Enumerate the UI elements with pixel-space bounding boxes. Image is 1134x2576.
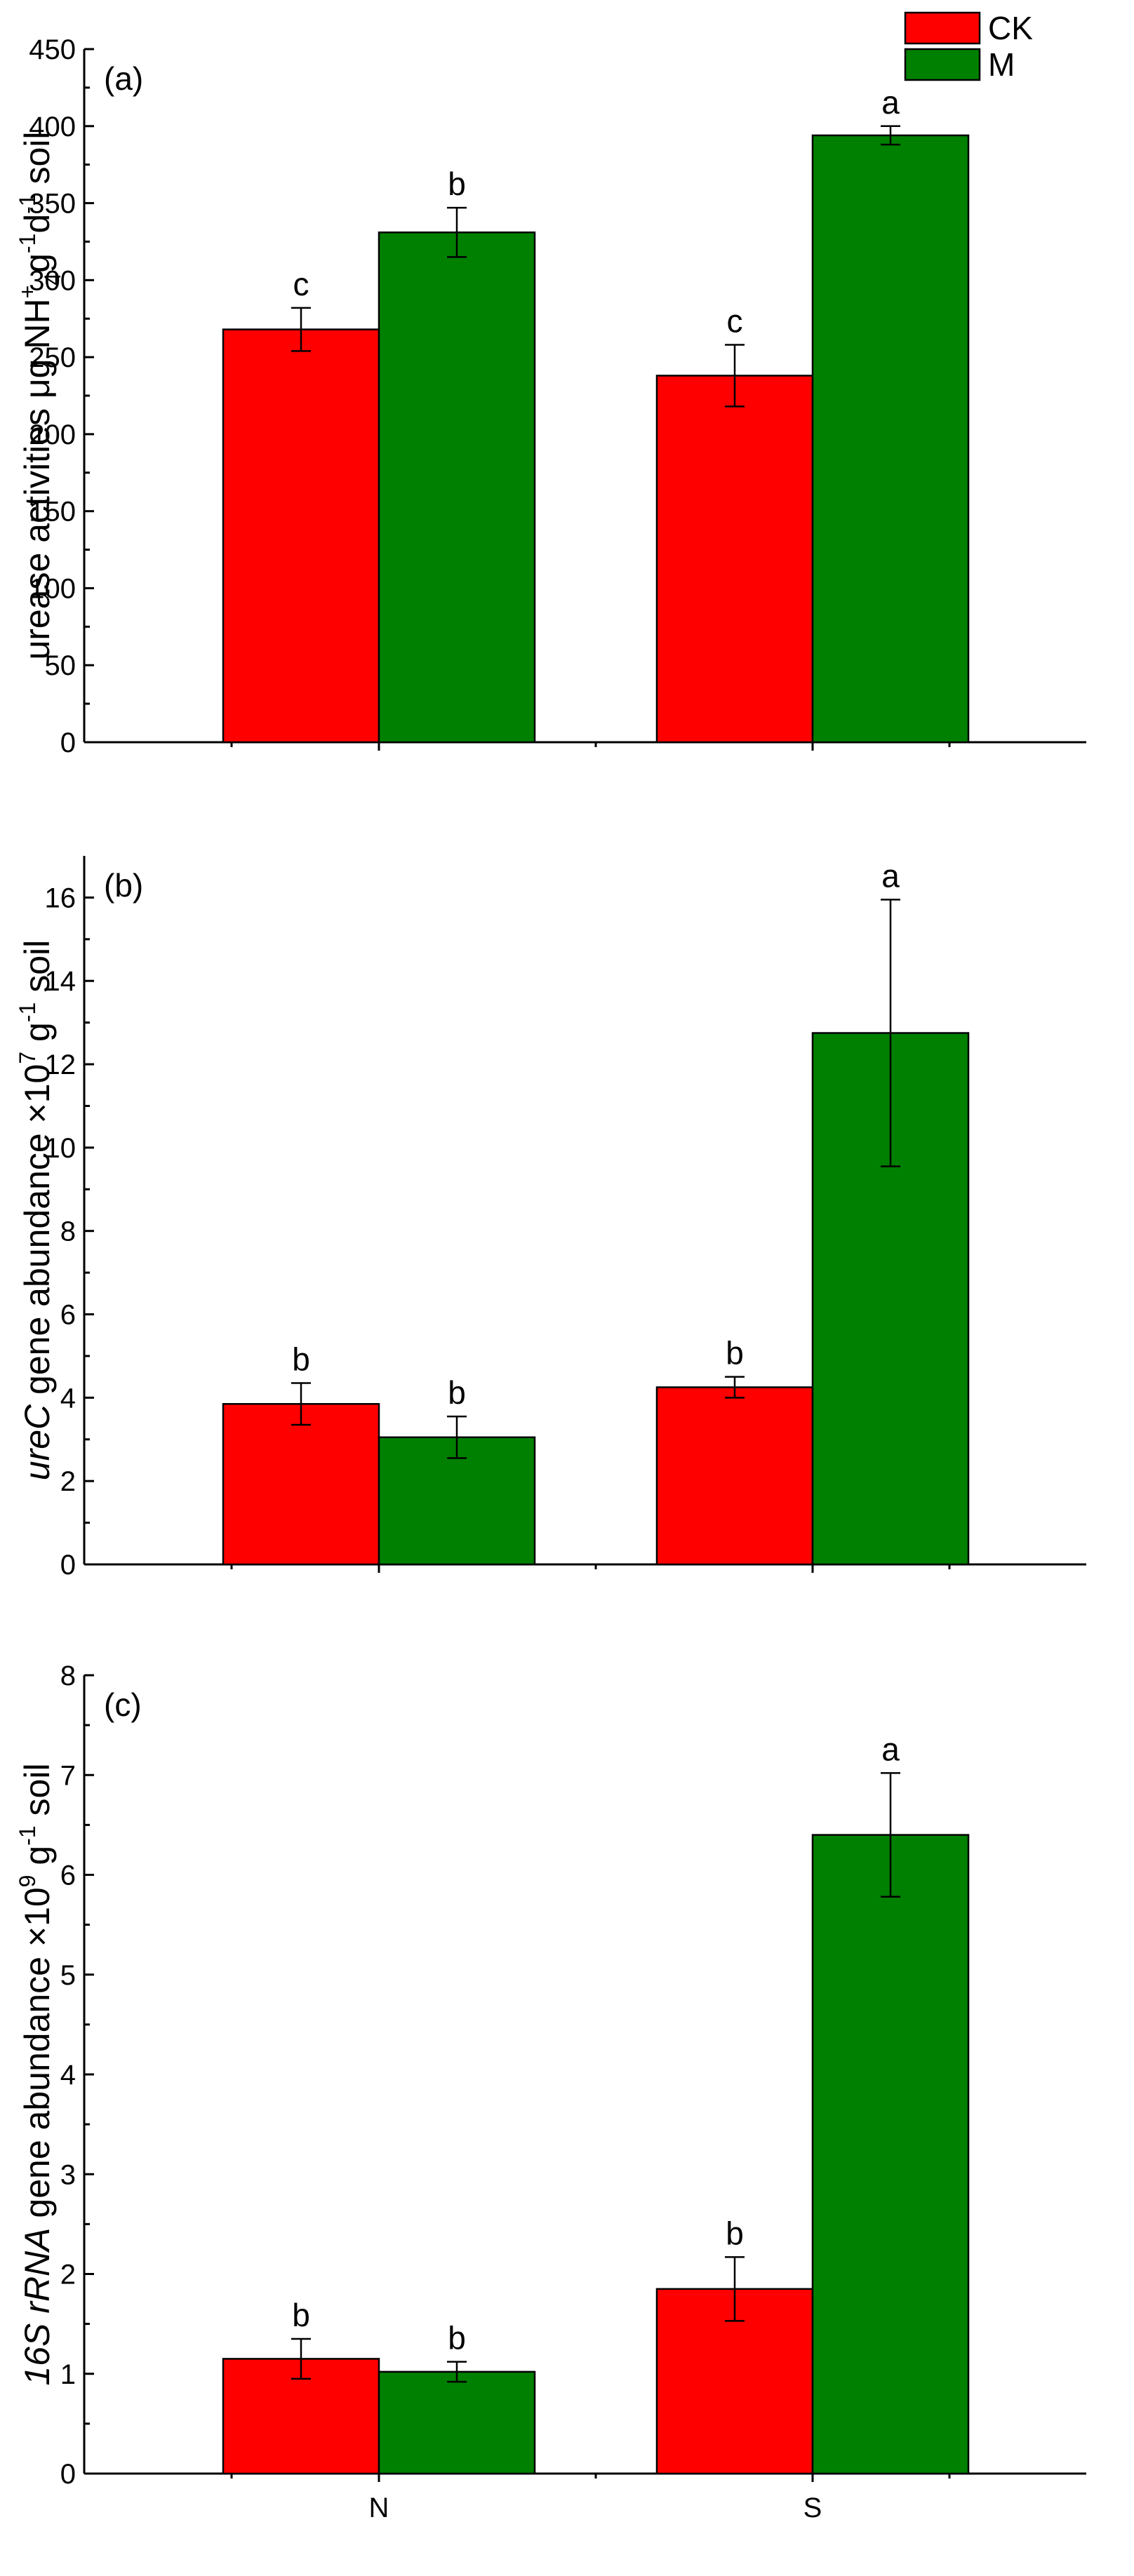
y-tick-label: 12 [45, 1049, 76, 1080]
y-tick-label: 350 [29, 189, 76, 220]
x-tick-label-s: S [803, 2493, 822, 2523]
significance-letter: b [448, 166, 466, 202]
y-axis-label: urease activities μg NH+4g-1d-1 soil [15, 131, 65, 659]
y-tick-label: 200 [29, 420, 76, 450]
y-axis-label: 16S rRNA gene abundance ×109 g-1 soil [15, 1763, 57, 2385]
y-tick-label: 3 [60, 2159, 76, 2190]
y-tick-label: 14 [45, 966, 76, 997]
panel-c: 0 1 2 3 4 5 6 7 8 N Sb b b a (c) 16S rRNA gene abundanc… [15, 1661, 1086, 2523]
y-tick-label: 7 [60, 1760, 76, 1791]
y-axis-label: ureC gene abundance ×107 g-1 soil [15, 940, 57, 1480]
significance-letter: b [292, 2297, 310, 2333]
y-tick-label: 2 [60, 2260, 76, 2290]
y-tick-label: 400 [29, 112, 76, 142]
significance-letter: a [881, 84, 900, 121]
y-tick-label: 4 [60, 2060, 76, 2091]
significance-letter: b [726, 2215, 744, 2251]
y-tick-label: 0 [60, 1550, 76, 1581]
bar-ck-s [655, 1386, 814, 1566]
significance-letter: c [727, 303, 743, 340]
y-tick-label: 5 [60, 1960, 76, 1991]
y-tick-label: 100 [29, 573, 76, 604]
y-tick-label: 6 [60, 1300, 76, 1331]
y-tick-label: 6 [60, 1860, 76, 1891]
significance-letter: c [293, 266, 309, 302]
legend-swatch-ck [904, 11, 981, 45]
significance-letter: a [881, 1731, 900, 1767]
bar-m-s [811, 1834, 970, 2475]
significance-letter: b [448, 2320, 466, 2356]
panel-label: (b) [104, 867, 143, 904]
panel-b: 0 2 4 6 8 10 12 14 16 b b b a (b) ureC gene abundance … [15, 856, 1086, 1581]
x-tick-label-n: N [369, 2493, 389, 2523]
legend-label-m: M [988, 46, 1015, 83]
significance-letter: b [448, 1374, 466, 1411]
y-tick-label: 150 [29, 497, 76, 528]
y-tick-label: 0 [60, 727, 76, 758]
y-tick-label: 4 [60, 1383, 76, 1414]
y-tick-label: 300 [29, 265, 76, 296]
y-tick-label: 50 [45, 650, 76, 681]
y-tick-label: 1 [60, 2359, 76, 2390]
bar-ck-n [222, 328, 380, 744]
legend: CKM [904, 10, 1033, 83]
significance-letter: a [881, 857, 900, 894]
bar-ck-n [222, 1403, 380, 1566]
y-tick-label: 16 [45, 883, 76, 913]
y-tick-label: 250 [29, 342, 76, 373]
y-tick-label: 8 [60, 1661, 76, 1691]
bar-m-n [378, 232, 536, 744]
bar-m-s [811, 134, 970, 744]
legend-swatch-m [904, 48, 981, 81]
y-tick-label: 2 [60, 1466, 76, 1497]
panel-label: (a) [104, 60, 143, 97]
significance-letter: b [726, 1335, 744, 1371]
bar-m-n [378, 2370, 536, 2475]
panel-label: (c) [104, 1686, 142, 1723]
y-tick-label: 10 [45, 1133, 76, 1164]
y-tick-label: 450 [29, 34, 76, 65]
legend-label-ck: CK [988, 10, 1033, 46]
y-tick-label: 8 [60, 1216, 76, 1247]
significance-letter: b [292, 1341, 310, 1378]
bar-ck-s [655, 375, 814, 744]
panel-a: 0 50 100 150 200 250 300 350 400 450 c c b a (a) urease… [15, 34, 1086, 758]
y-tick-label: 0 [60, 2459, 76, 2490]
